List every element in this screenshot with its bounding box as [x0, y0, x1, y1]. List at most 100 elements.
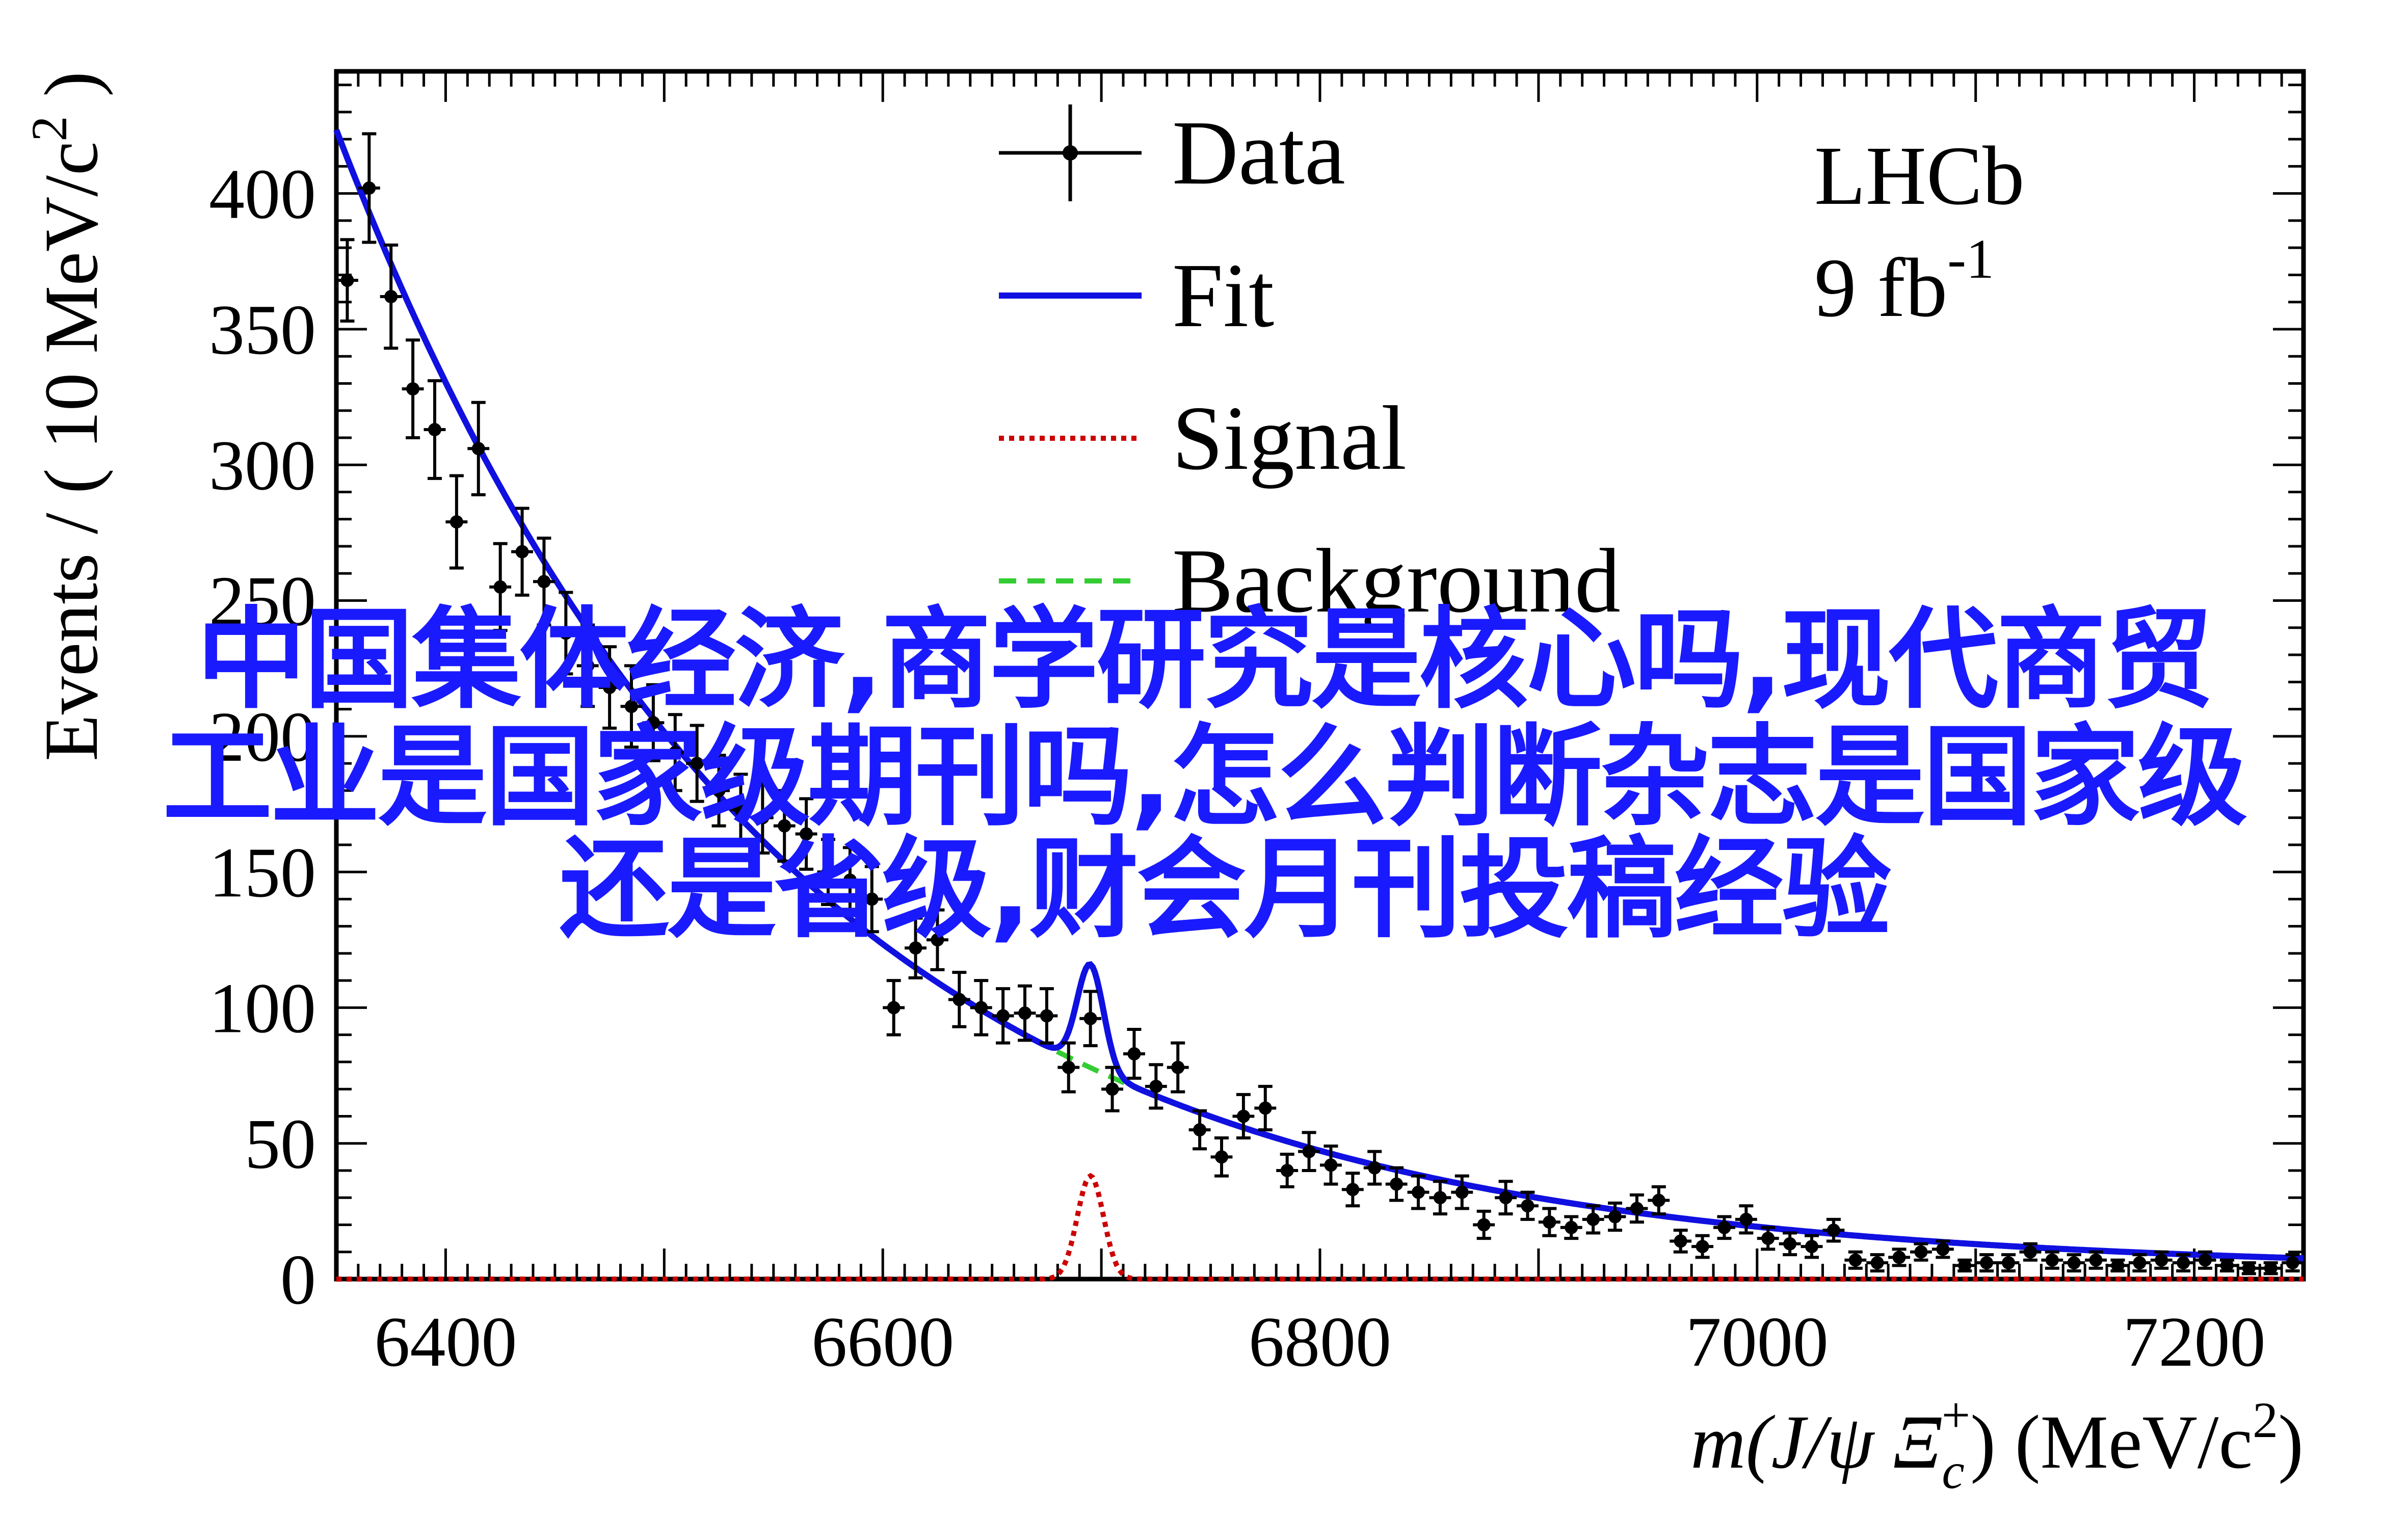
data-point-marker	[471, 442, 485, 456]
data-point-marker	[1477, 1218, 1491, 1232]
data-point-marker	[1565, 1220, 1578, 1234]
data-point	[1713, 1215, 1735, 1240]
data-point	[2128, 1253, 2151, 1273]
data-point-marker	[515, 545, 529, 559]
data-point-marker	[406, 382, 420, 396]
luminosity-label: 9 fb-1	[1814, 228, 1994, 334]
data-point	[1254, 1084, 1277, 1132]
data-point	[424, 379, 446, 480]
y-tick-label: 350	[209, 290, 316, 369]
data-point	[1123, 1028, 1145, 1080]
data-point	[1953, 1258, 1976, 1273]
data-point	[467, 401, 490, 496]
data-point-marker	[1018, 1006, 1031, 1020]
data-point-marker	[887, 1001, 901, 1015]
data-point	[1385, 1166, 1408, 1202]
data-point	[445, 474, 468, 570]
data-point	[554, 591, 577, 676]
data-point	[2260, 1261, 2282, 1276]
data-point-marker	[1193, 1123, 1207, 1137]
data-point	[1276, 1153, 1299, 1188]
data-point-marker	[2045, 1253, 2059, 1267]
data-point	[1407, 1174, 1430, 1210]
data-point	[2282, 1253, 2304, 1273]
data-point-marker	[1936, 1242, 1950, 1256]
data-point	[1014, 984, 1036, 1042]
data-point	[1538, 1207, 1560, 1237]
data-point-marker	[2199, 1253, 2212, 1267]
y-tick-label: 300	[209, 426, 316, 505]
data-point	[1495, 1180, 1517, 1216]
data-point	[380, 243, 402, 350]
data-point	[402, 338, 424, 439]
data-point-marker	[428, 423, 441, 437]
data-point	[664, 713, 686, 792]
data-point-marker	[1324, 1158, 1338, 1172]
data-point	[1079, 990, 1102, 1047]
data-point-marker	[2220, 1259, 2234, 1272]
data-point-marker	[1630, 1202, 1644, 1215]
data-point-marker	[625, 700, 638, 713]
data-point-marker	[646, 716, 660, 730]
data-point	[927, 908, 948, 971]
data-point-marker	[843, 873, 857, 887]
data-point	[576, 623, 599, 708]
data-point-marker	[1870, 1256, 1884, 1270]
data-point-marker	[996, 1009, 1010, 1023]
data-point-marker	[822, 865, 835, 879]
y-tick-label: 100	[209, 969, 316, 1048]
data-point-marker	[756, 811, 770, 825]
data-point-marker	[1105, 1082, 1119, 1096]
data-point	[1910, 1242, 1932, 1262]
data-point-marker	[493, 580, 507, 594]
data-point	[489, 542, 512, 632]
data-point	[533, 537, 555, 627]
data-point	[1670, 1229, 1692, 1254]
data-point	[1145, 1063, 1167, 1110]
data-point-marker	[1258, 1101, 1272, 1115]
data-point-marker	[2023, 1245, 2037, 1259]
data-point-marker	[1783, 1237, 1797, 1251]
data-point-marker	[1958, 1259, 1972, 1272]
data-point-marker	[1586, 1212, 1600, 1226]
y-tick-label: 200	[209, 698, 316, 777]
x-tick-label: 6400	[374, 1303, 517, 1382]
data-point-marker	[1171, 1060, 1185, 1074]
data-point	[1757, 1226, 1779, 1251]
data-point	[861, 865, 883, 934]
data-point	[1648, 1185, 1670, 1216]
data-point	[1997, 1253, 2020, 1273]
data-point	[1560, 1215, 1582, 1240]
data-point	[1210, 1136, 1233, 1178]
signal-curve	[336, 1173, 2304, 1282]
y-tick-label: 150	[209, 833, 316, 912]
legend-entry: Background	[1172, 530, 1621, 631]
experiment-label: LHCb	[1814, 129, 2025, 222]
data-point	[1232, 1093, 1255, 1140]
data-point-marker	[1236, 1109, 1250, 1123]
data-point	[2194, 1250, 2216, 1270]
data-point	[1626, 1193, 1648, 1224]
overlay-text-line-3: 还是省级,财会月刊投稿经验	[559, 825, 1892, 953]
data-point	[598, 645, 621, 730]
data-point-marker	[1739, 1212, 1753, 1226]
x-tick-label: 6800	[1249, 1303, 1391, 1382]
data-point	[708, 754, 730, 828]
data-point-marker	[1652, 1193, 1665, 1207]
data-point	[1582, 1204, 1604, 1235]
data-point	[1888, 1247, 1910, 1267]
data-point-marker	[1302, 1145, 1316, 1158]
data-point	[795, 797, 817, 871]
data-point	[1735, 1204, 1757, 1235]
data-point	[358, 132, 380, 244]
data-point	[620, 664, 643, 749]
x-tick-label: 7000	[1686, 1303, 1829, 1382]
data-point-marker	[1696, 1240, 1709, 1254]
data-point-marker	[2067, 1256, 2081, 1270]
data-point-marker	[1761, 1232, 1775, 1245]
data-point-marker	[340, 274, 354, 287]
data-point	[642, 683, 665, 762]
data-point-marker	[2089, 1253, 2103, 1267]
